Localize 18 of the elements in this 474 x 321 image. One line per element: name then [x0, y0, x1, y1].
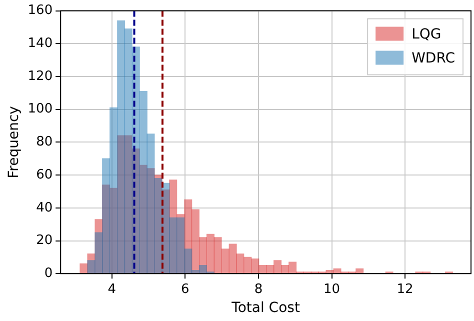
x-tick-label: 6	[181, 282, 190, 297]
legend-label: LQG	[412, 26, 442, 42]
y-tick-label: 20	[36, 233, 53, 248]
x-tick-label: 8	[254, 282, 263, 297]
x-tick-label: 10	[323, 282, 340, 297]
y-tick-label: 120	[28, 68, 53, 84]
y-tick-label: 60	[36, 167, 53, 182]
y-tick-label: 160	[28, 3, 53, 18]
legend-label: WDRC	[412, 50, 456, 66]
y-tick-label: 140	[28, 36, 53, 52]
y-tick-label: 80	[36, 134, 53, 150]
y-tick-label: 40	[36, 200, 53, 216]
y-axis-title: Frequency	[6, 106, 22, 178]
y-tick-label: 0	[44, 266, 53, 281]
x-axis-title: Total Cost	[230, 300, 300, 316]
y-tick-label: 100	[28, 102, 53, 117]
x-tick-label: 12	[396, 282, 414, 297]
x-tick-label: 4	[108, 282, 116, 297]
